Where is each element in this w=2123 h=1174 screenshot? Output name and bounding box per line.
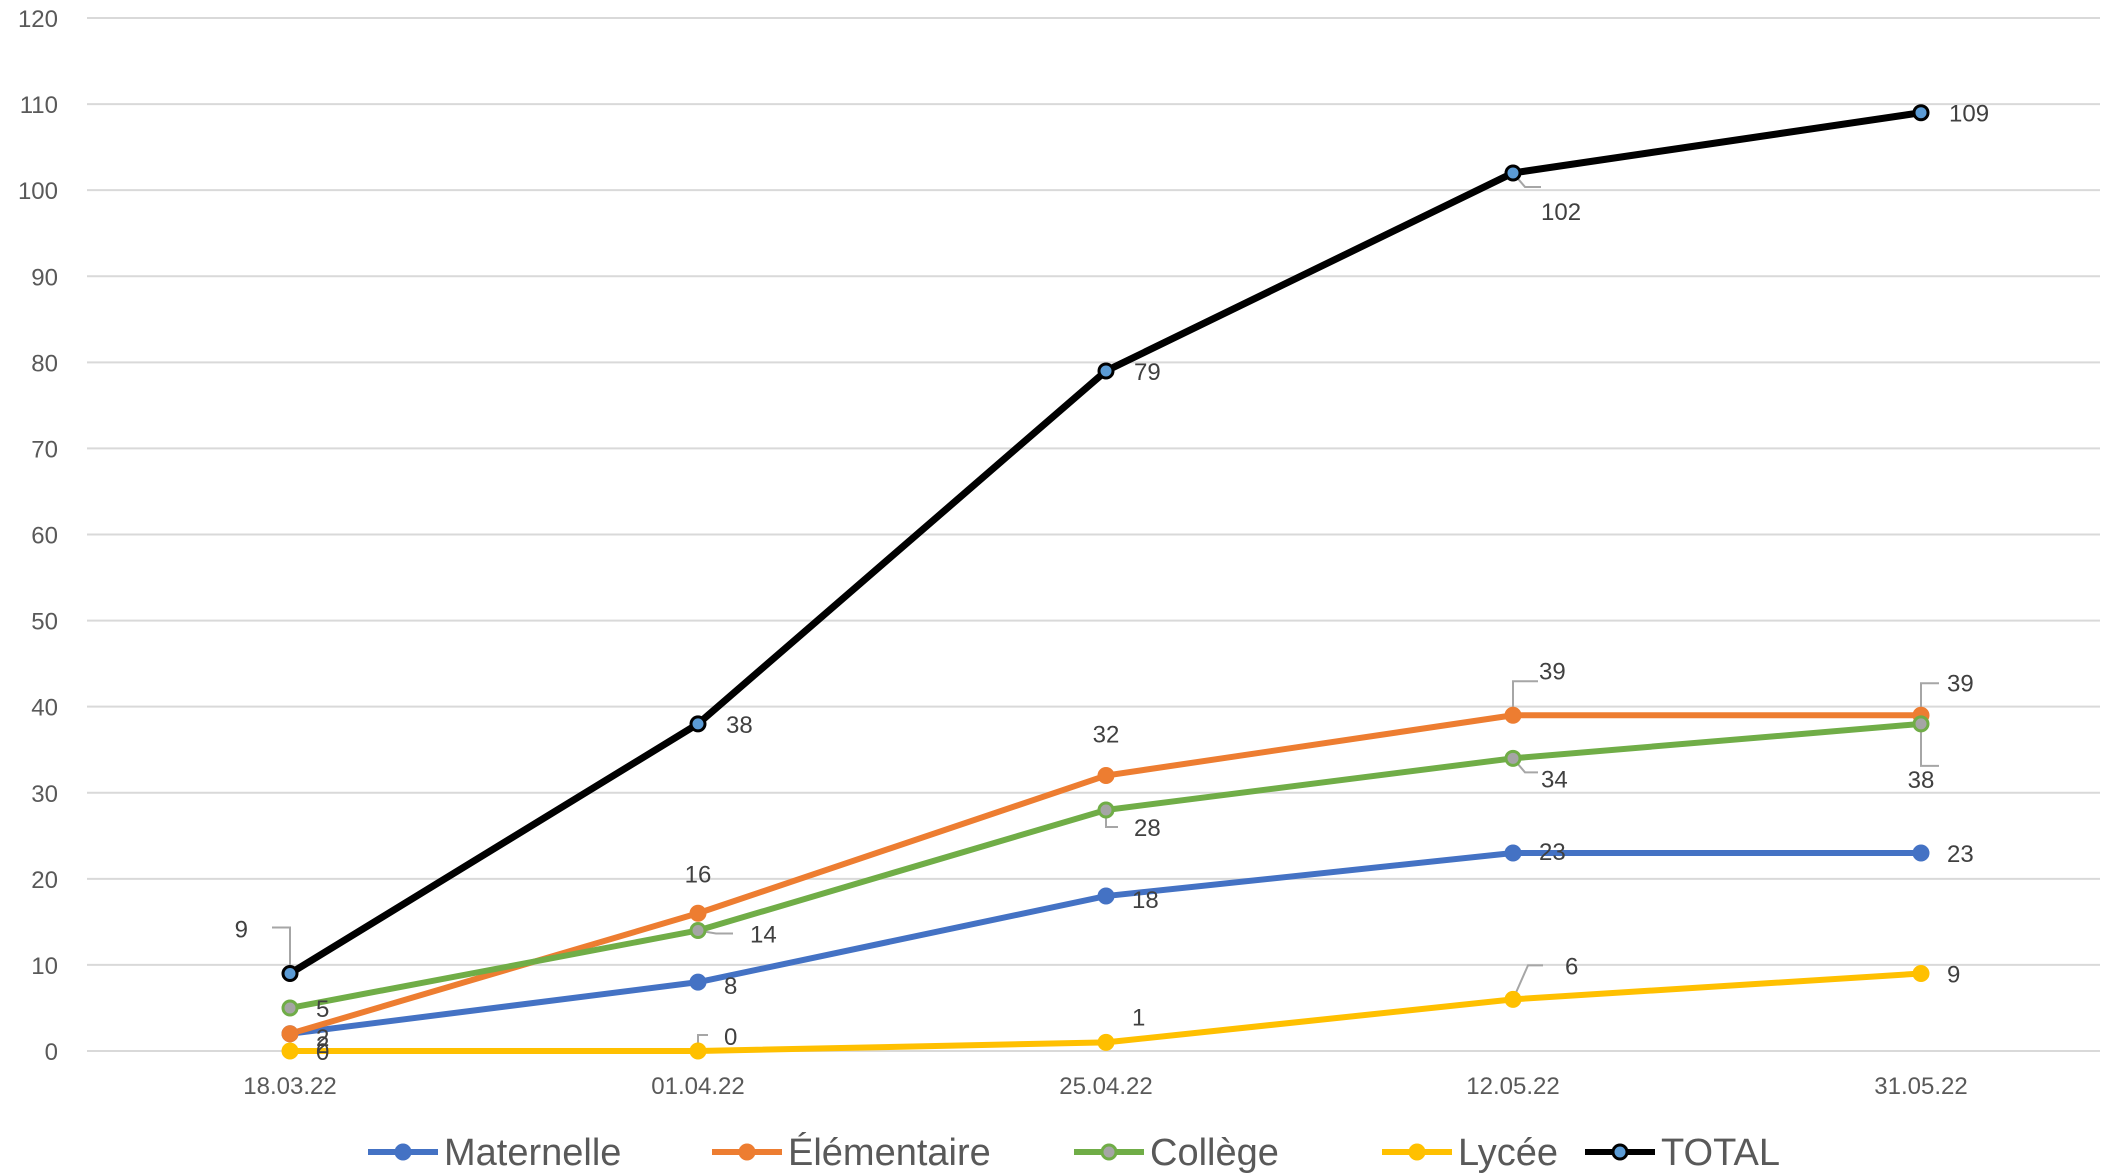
- y-tick-label: 0: [45, 1039, 58, 1066]
- data-label-maternelle: 2: [316, 1025, 329, 1052]
- leader-line: [1512, 964, 1543, 1000]
- point-lycee-12.05.22: [1504, 990, 1522, 1008]
- point-total-01.04.22: [689, 715, 707, 733]
- point-lycee-25.04.22: [1097, 1033, 1115, 1051]
- x-tick-label: 18.03.22: [243, 1073, 336, 1100]
- data-label-college: 5: [316, 996, 329, 1023]
- data-label-college: 34: [1541, 766, 1568, 793]
- data-label-lycee: 1: [1132, 1004, 1145, 1031]
- data-label-total: 102: [1541, 199, 1581, 226]
- data-label-elementaire: 39: [1539, 658, 1566, 685]
- legend-item-elementaire: Élémentaire: [712, 1131, 991, 1174]
- data-label-leader-lines: [272, 172, 1939, 1051]
- y-tick-label: 50: [31, 609, 58, 636]
- point-college-01.04.22: [689, 921, 707, 939]
- data-label-maternelle: 8: [724, 973, 737, 1000]
- y-tick-label: 70: [31, 436, 58, 463]
- legend-label: Lycée: [1458, 1132, 1558, 1174]
- data-label-total: 9: [235, 917, 248, 944]
- legend-swatch-marker: [738, 1143, 756, 1161]
- data-label-lycee: 0: [724, 1024, 737, 1051]
- data-label-elementaire: 32: [1093, 722, 1120, 749]
- legend-swatch-marker: [394, 1143, 412, 1161]
- x-tick-label: 12.05.22: [1466, 1073, 1559, 1100]
- point-elementaire-12.05.22: [1504, 706, 1522, 724]
- point-maternelle-31.05.22: [1912, 844, 1930, 862]
- data-label-elementaire: 16: [685, 861, 712, 888]
- data-label-total: 109: [1949, 101, 1989, 128]
- data-label-lycee: 6: [1565, 953, 1578, 980]
- y-tick-label: 110: [20, 92, 58, 119]
- series-markers: [281, 104, 1930, 1060]
- point-elementaire-18.03.22: [281, 1025, 299, 1043]
- point-college-31.05.22: [1912, 715, 1930, 733]
- y-tick-label: 40: [31, 695, 58, 722]
- y-tick-label: 10: [31, 953, 58, 980]
- data-label-lycee: 9: [1947, 962, 1960, 989]
- point-elementaire-25.04.22: [1097, 767, 1115, 785]
- data-label-elementaire: 2: [316, 1032, 329, 1059]
- series-line-total: [286, 109, 1925, 978]
- gridlines: [87, 17, 2100, 1052]
- legend-item-total: TOTAL: [1585, 1132, 1780, 1174]
- legend-item-college: Collège: [1074, 1132, 1279, 1174]
- point-total-31.05.22: [1912, 104, 1930, 122]
- legend: Maternelle Élémentaire Collège Lycée TOTAL: [368, 1131, 1780, 1174]
- point-college-18.03.22: [281, 999, 299, 1017]
- data-label-maternelle: 18: [1132, 887, 1159, 914]
- series-line-maternelle: [287, 850, 1924, 1037]
- legend-swatch-marker: [1100, 1143, 1118, 1161]
- point-maternelle-25.04.22: [1097, 887, 1115, 905]
- x-axis-tick-labels: 18.03.22 01.04.22 25.04.22 12.05.22 31.05.22: [243, 1073, 1967, 1100]
- leader-line: [1920, 723, 1939, 767]
- point-college-25.04.22: [1097, 801, 1115, 819]
- y-tick-label: 90: [31, 264, 58, 291]
- point-maternelle-12.05.22: [1504, 844, 1522, 862]
- point-total-12.05.22: [1504, 164, 1522, 182]
- point-maternelle-01.04.22: [689, 973, 707, 991]
- legend-item-lycee: Lycée: [1382, 1132, 1558, 1174]
- legend-swatch-marker: [1408, 1143, 1426, 1161]
- y-tick-label: 120: [18, 6, 58, 33]
- leader-line: [1920, 682, 1939, 716]
- data-label-total: 79: [1134, 359, 1161, 386]
- data-label-maternelle: 23: [1947, 841, 1974, 868]
- point-total-25.04.22: [1097, 362, 1115, 380]
- data-label-total: 38: [726, 712, 753, 739]
- leader-line: [1512, 680, 1538, 716]
- point-elementaire-01.04.22: [689, 904, 707, 922]
- point-college-12.05.22: [1504, 749, 1522, 767]
- data-label-lycee: 0: [316, 1039, 329, 1066]
- x-tick-label: 01.04.22: [651, 1073, 744, 1100]
- y-tick-label: 80: [31, 350, 58, 377]
- legend-swatch-marker: [1611, 1143, 1629, 1161]
- data-label-elementaire: 39: [1947, 670, 1974, 697]
- data-label-college: 28: [1134, 815, 1161, 842]
- y-tick-label: 30: [31, 781, 58, 808]
- legend-label: Collège: [1150, 1132, 1279, 1174]
- data-label-college: 14: [750, 921, 777, 948]
- point-total-18.03.22: [281, 965, 299, 983]
- y-tick-label: 60: [31, 523, 58, 550]
- legend-label: Élémentaire: [788, 1131, 991, 1174]
- legend-label: Maternelle: [444, 1132, 621, 1174]
- legend-item-maternelle: Maternelle: [368, 1132, 621, 1174]
- x-tick-label: 25.04.22: [1059, 1073, 1152, 1100]
- point-lycee-01.04.22: [689, 1042, 707, 1060]
- legend-label: TOTAL: [1661, 1132, 1780, 1174]
- x-tick-label: 31.05.22: [1874, 1073, 1967, 1100]
- series-lines: [286, 109, 1925, 1054]
- data-label-college: 38: [1908, 767, 1935, 794]
- y-tick-label: 100: [18, 178, 58, 205]
- leader-line: [272, 926, 291, 974]
- point-lycee-31.05.22: [1912, 965, 1930, 983]
- y-tick-label: 20: [31, 867, 58, 894]
- y-axis-tick-labels: 0 10 20 30 40 50 60 70 80 90 100 110 120: [18, 6, 58, 1066]
- point-lycee-18.03.22: [281, 1042, 299, 1060]
- data-label-maternelle: 23: [1539, 839, 1566, 866]
